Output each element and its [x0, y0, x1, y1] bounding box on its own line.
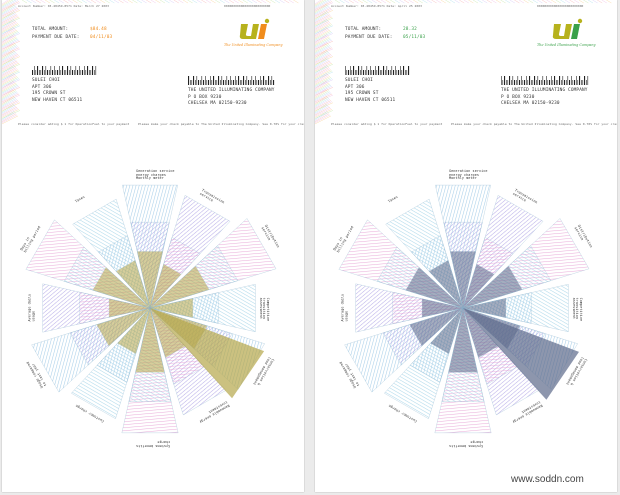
rose-category-label: Average daily usage: [340, 293, 348, 322]
remit-address-line: THE UNITED ILLUMINATING COMPANY: [188, 88, 275, 93]
rose-core-wedge: [92, 267, 151, 309]
customer-barcode: [32, 66, 97, 75]
united-illuminating-logo: [552, 18, 583, 39]
customer-address-line: SULEI CHOI: [345, 78, 373, 83]
remit-address-line: CHELSEA MA 02150-9230: [501, 101, 560, 106]
rose-core-wedge: [450, 251, 476, 309]
remit-address-line: P O BOX 9230: [501, 94, 535, 100]
payment-due-value: 04/11/03: [90, 35, 113, 40]
rose-core-wedge: [108, 298, 151, 318]
reference-code: 0000000000000000000000000: [537, 4, 584, 8]
customer-address-line: SULEI CHOI: [32, 78, 60, 83]
customer-address-line: 195 CROWN ST: [32, 91, 66, 96]
rainbow-edge-texture: [2, 0, 299, 125]
customer-address-line: 195 CROWN ST: [345, 91, 379, 96]
remit-address-line: THE UNITED ILLUMINATING COMPANY: [501, 88, 588, 93]
rose-core-wedge: [462, 298, 507, 318]
usage-rose-chart: [338, 184, 590, 434]
total-amount-value: $84.48: [90, 27, 107, 32]
rose-highlight-wedge: [150, 308, 265, 399]
rainbow-edge-texture: [315, 0, 612, 125]
rose-core-wedge: [117, 307, 151, 355]
check-payable-note: Please make your check payable to The Un…: [138, 122, 304, 126]
total-amount-label: TOTAL AMOUNT:: [32, 27, 69, 32]
payment-due-value: 05/11/03: [403, 35, 426, 40]
payment-due-label: PAYMENT DUE DATE:: [345, 35, 393, 40]
remit-address-line: CHELSEA MA 02150-9230: [188, 101, 247, 106]
customer-address-line: NEW HAVEN CT 06511: [32, 97, 83, 103]
rose-core-wedge: [115, 260, 151, 309]
rose-core-wedge: [96, 307, 151, 347]
rose-core-wedge: [409, 307, 464, 347]
total-amount-label: TOTAL AMOUNT:: [345, 27, 382, 32]
rose-core-wedge: [448, 307, 478, 373]
rose-core-wedge: [462, 263, 495, 309]
operation-fuel-note: Please consider adding $ 1 for Operation…: [331, 122, 443, 126]
customer-address-line: APT 306: [345, 84, 365, 90]
company-name-caption: The United Illuminating Company: [224, 43, 283, 47]
account-line: Account Number: 03-48459-8571 Date: Apri…: [331, 4, 422, 8]
company-logo-mark: [239, 18, 270, 39]
total-amount-value: 28.32: [403, 27, 417, 32]
check-payable-note: Please make your check payable to The Un…: [451, 122, 617, 126]
rose-core-wedge: [137, 251, 163, 309]
rose-core-wedge: [462, 265, 523, 309]
reference-code: 0000000000000000000000000: [224, 4, 271, 8]
rose-category-label: Generation service energy charges Monthl…: [449, 169, 488, 181]
bill-page-left: Account Number: 03-48459-8571 Date: Marc…: [2, 0, 304, 492]
customer-address-line: NEW HAVEN CT 06511: [345, 97, 396, 103]
watermark-text: www.soddn.com: [511, 474, 584, 485]
rose-category-label: Systems benefits charge: [136, 440, 171, 449]
customer-barcode: [345, 66, 410, 75]
customer-address-line: APT 306: [32, 84, 52, 90]
company-logo-mark: [552, 18, 583, 39]
rose-core-wedge: [149, 263, 182, 309]
rose-category-label: Competitive transition assessment: [258, 297, 271, 322]
rose-category-label: Competitive transition assessment: [571, 297, 584, 322]
remit-barcode: [501, 76, 589, 85]
rose-core-wedge: [149, 265, 210, 309]
rose-core-wedge: [405, 267, 464, 309]
rose-core-wedge: [149, 298, 194, 318]
company-name-caption: The United Illuminating Company: [537, 43, 596, 47]
rose-core-wedge: [428, 260, 464, 309]
rose-core-wedge: [430, 307, 464, 355]
rose-category-label: Systems benefits charge: [449, 440, 484, 449]
rose-highlight-wedge: [463, 308, 579, 400]
payment-stub: Account Number: 03-48459-8571 Date: Apri…: [315, 0, 617, 128]
rose-category-label: Average daily usage: [27, 293, 35, 322]
rose-core-wedge: [421, 298, 464, 318]
rose-category-label: Generation service energy charges Monthl…: [136, 169, 175, 181]
remit-address-line: P O BOX 9230: [188, 94, 222, 100]
account-line: Account Number: 03-48459-8571 Date: Marc…: [18, 4, 109, 8]
payment-due-label: PAYMENT DUE DATE:: [32, 35, 80, 40]
united-illuminating-logo: [239, 18, 270, 39]
usage-rose-chart: [25, 184, 277, 434]
bill-page-right: Account Number: 03-48459-8571 Date: Apri…: [315, 0, 617, 492]
payment-stub: Account Number: 03-48459-8571 Date: Marc…: [2, 0, 304, 128]
rose-core-wedge: [135, 307, 165, 373]
operation-fuel-note: Please consider adding $ 1 for Operation…: [18, 122, 130, 126]
remit-barcode: [188, 76, 275, 85]
